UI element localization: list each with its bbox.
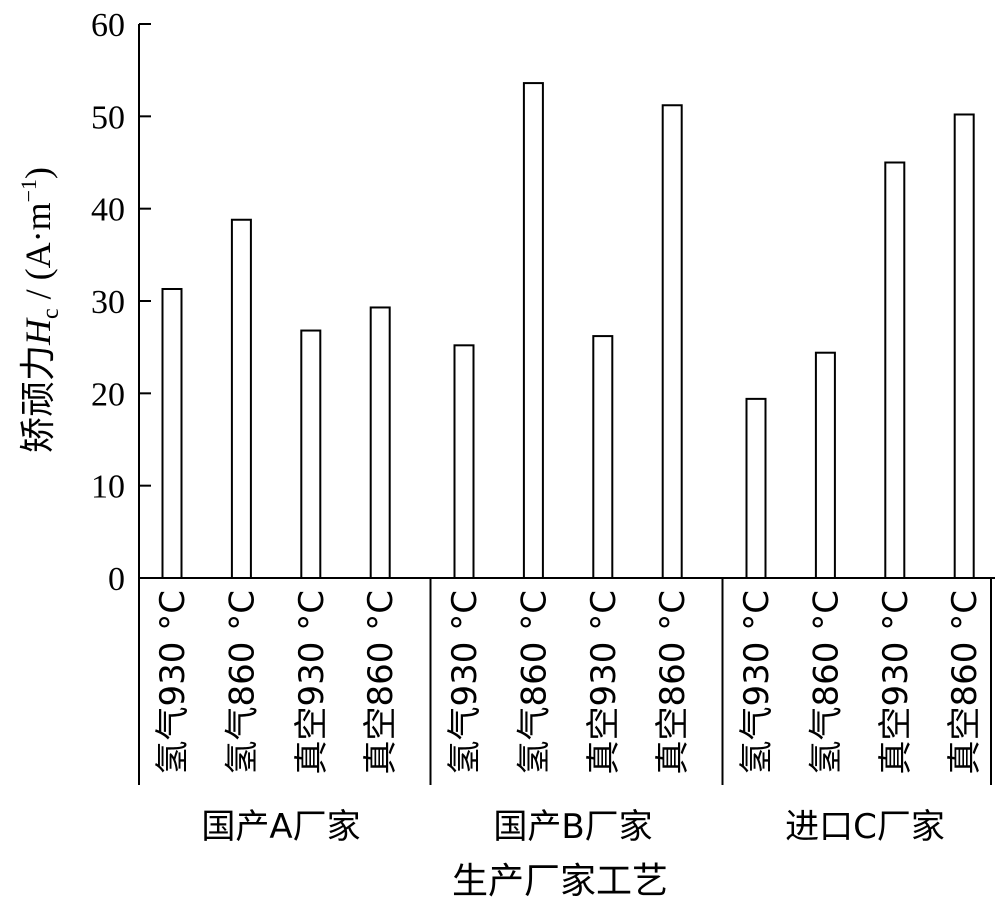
y-axis-title-prefix: 矫顽力 bbox=[18, 345, 59, 453]
y-axis-title-unit-exponent: −1 bbox=[16, 179, 41, 202]
category-label: 氢气860 °C bbox=[806, 590, 846, 774]
category-label: 真空930 °C bbox=[292, 590, 332, 774]
y-tick-label: 50 bbox=[91, 99, 125, 136]
x-axis-title: 生产厂家工艺 bbox=[452, 861, 668, 901]
category-label: 真空860 °C bbox=[653, 590, 693, 774]
category-label: 氢气930 °C bbox=[153, 590, 193, 774]
group-label: 国产A厂家 bbox=[201, 807, 360, 847]
y-tick-label: 40 bbox=[91, 192, 125, 229]
y-tick-label: 20 bbox=[91, 376, 125, 413]
category-label: 氢气860 °C bbox=[222, 590, 262, 774]
category-label: 真空860 °C bbox=[361, 590, 401, 774]
bar bbox=[161, 287, 183, 579]
category-label: 氢气930 °C bbox=[737, 590, 777, 774]
bar bbox=[661, 104, 683, 580]
bar bbox=[369, 306, 391, 579]
y-axis-title-subscript: c bbox=[38, 308, 64, 319]
y-axis-title-unit-close: ) bbox=[18, 167, 58, 179]
category-label: 真空930 °C bbox=[876, 590, 916, 774]
y-tick-label: 60 bbox=[91, 7, 125, 44]
group-label: 国产B厂家 bbox=[493, 807, 652, 847]
category-label: 真空860 °C bbox=[945, 590, 985, 774]
y-axis-title: 矫顽力Hc / (A·m−1) bbox=[16, 167, 64, 453]
group-label: 进口C厂家 bbox=[785, 807, 945, 847]
bar bbox=[745, 397, 767, 579]
y-axis-title-unit-open: / (A·m bbox=[18, 202, 58, 308]
bar bbox=[814, 351, 836, 579]
bar bbox=[953, 113, 975, 579]
y-tick-label: 30 bbox=[91, 284, 125, 321]
category-label: 氢气860 °C bbox=[514, 590, 554, 774]
bar bbox=[884, 161, 906, 579]
bar bbox=[592, 335, 614, 579]
bar bbox=[300, 329, 322, 579]
category-label: 真空930 °C bbox=[584, 590, 624, 774]
category-label: 氢气930 °C bbox=[445, 590, 485, 774]
bar bbox=[522, 82, 544, 580]
y-axis-title-symbol: H bbox=[18, 317, 58, 346]
y-tick-label: 10 bbox=[91, 469, 125, 506]
y-tick-label: 0 bbox=[108, 561, 125, 598]
bar bbox=[453, 344, 475, 579]
plot-area: 0 10 20 30 40 50 60 氢气930 °C 氢气860 °C 真空930 °C 真空8… bbox=[91, 7, 995, 847]
bar bbox=[230, 218, 252, 579]
